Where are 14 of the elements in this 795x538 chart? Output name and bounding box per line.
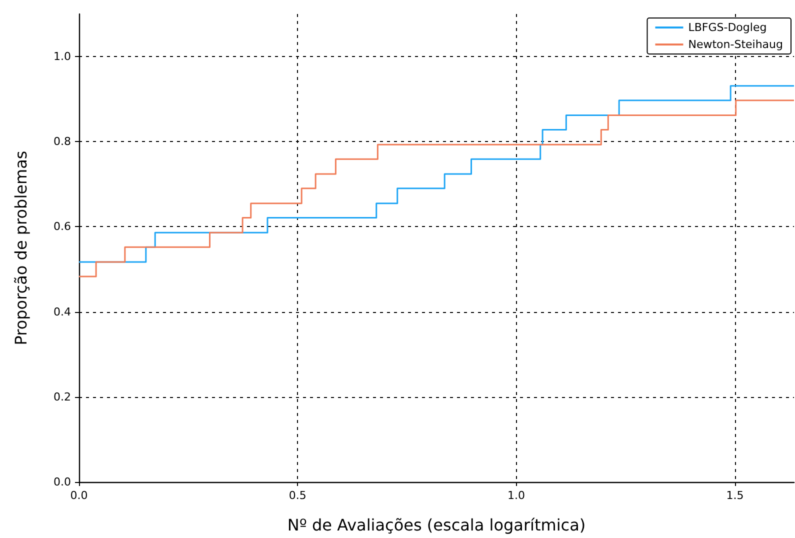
y-axis-title: Proporção de problemas [12, 150, 30, 346]
legend-label: LBFGS-Dogleg [688, 21, 767, 34]
y-tick-label: 0.4 [54, 305, 71, 318]
y-tick-label: 0.0 [54, 476, 71, 488]
x-tick-label: 0.0 [70, 489, 88, 502]
x-axis-title: Nº de Avaliações (escala logarítmica) [287, 516, 586, 534]
legend-label: Newton-Steihaug [688, 38, 784, 51]
y-tick-label: 0.2 [54, 390, 71, 404]
y-tick-label: 0.8 [54, 135, 71, 148]
x-tick-label: 1.0 [508, 489, 526, 502]
x-tick-label: 1.5 [726, 489, 744, 502]
x-tick-label: 0.5 [288, 489, 306, 502]
y-tick-label: 1.0 [54, 50, 71, 64]
y-tick-label: 0.6 [54, 220, 71, 234]
